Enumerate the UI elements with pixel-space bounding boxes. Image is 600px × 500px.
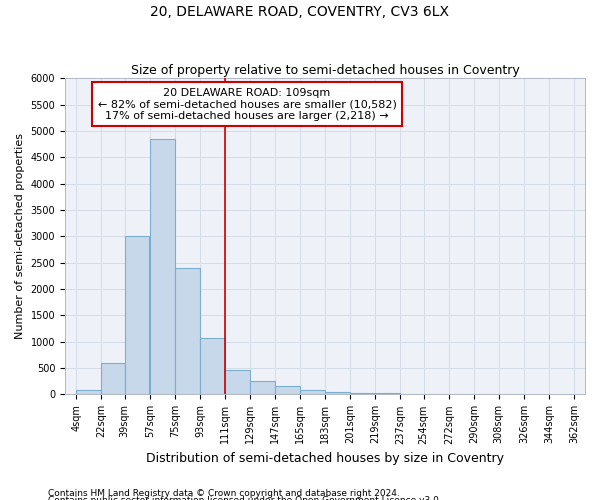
X-axis label: Distribution of semi-detached houses by size in Coventry: Distribution of semi-detached houses by … <box>146 452 504 465</box>
Bar <box>76 390 101 394</box>
Bar <box>275 386 299 394</box>
Bar <box>175 268 200 394</box>
Y-axis label: Number of semi-detached properties: Number of semi-detached properties <box>15 134 25 340</box>
Bar <box>301 390 325 394</box>
Bar <box>350 393 375 394</box>
Bar <box>225 370 250 394</box>
Bar <box>200 338 224 394</box>
Text: 20, DELAWARE ROAD, COVENTRY, CV3 6LX: 20, DELAWARE ROAD, COVENTRY, CV3 6LX <box>151 5 449 19</box>
Bar <box>125 236 149 394</box>
Bar <box>250 382 275 394</box>
Bar <box>150 139 175 394</box>
Text: Contains public sector information licensed under the Open Government Licence v3: Contains public sector information licen… <box>48 496 442 500</box>
Title: Size of property relative to semi-detached houses in Coventry: Size of property relative to semi-detach… <box>131 64 520 77</box>
Bar <box>325 392 350 394</box>
Text: 20 DELAWARE ROAD: 109sqm
← 82% of semi-detached houses are smaller (10,582)
17% : 20 DELAWARE ROAD: 109sqm ← 82% of semi-d… <box>98 88 397 121</box>
Bar <box>101 363 125 394</box>
Text: Contains HM Land Registry data © Crown copyright and database right 2024.: Contains HM Land Registry data © Crown c… <box>48 488 400 498</box>
